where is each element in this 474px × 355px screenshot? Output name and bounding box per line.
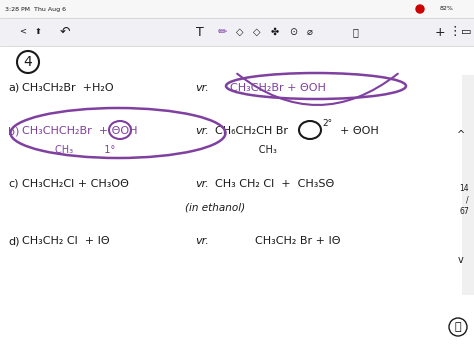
Text: CH₃CH₂ Br + IΘ: CH₃CH₂ Br + IΘ (255, 236, 340, 246)
Text: ⊙: ⊙ (289, 27, 297, 37)
Text: ⌀: ⌀ (307, 27, 313, 37)
Text: +: + (435, 26, 445, 38)
Text: CH₃CH₂Br  +H₂O: CH₃CH₂Br +H₂O (22, 83, 114, 93)
Text: + ΘOH: + ΘOH (340, 126, 379, 136)
Text: ^: ^ (457, 130, 465, 140)
Text: 4: 4 (24, 55, 32, 69)
Bar (0, 18, 474, 46)
Text: ↶: ↶ (60, 26, 70, 38)
Text: vr.: vr. (195, 83, 209, 93)
Bar (0, 0, 474, 18)
Text: vr.: vr. (195, 236, 209, 246)
Text: 3:28 PM  Thu Aug 6: 3:28 PM Thu Aug 6 (5, 6, 66, 11)
Text: CH₆CH₂CH Br: CH₆CH₂CH Br (215, 126, 288, 136)
Text: T: T (196, 26, 204, 38)
Text: ✏: ✏ (217, 27, 227, 37)
Text: CH₃CH₂Br + ΘOH: CH₃CH₂Br + ΘOH (230, 83, 326, 93)
Text: ⋮: ⋮ (449, 26, 461, 38)
Text: vr.: vr. (195, 126, 209, 136)
Text: vr.: vr. (195, 179, 209, 189)
Bar (462, 75, 474, 295)
Text: CH₃CH₂ Cl  + IΘ: CH₃CH₂ Cl + IΘ (22, 236, 109, 246)
Text: CH₃CHCH₂Br  + ΘOH: CH₃CHCH₂Br + ΘOH (22, 126, 137, 136)
Text: a): a) (8, 83, 19, 93)
Text: CH₃CH₂Cl + CH₃OΘ: CH₃CH₂Cl + CH₃OΘ (22, 179, 129, 189)
Text: b): b) (8, 126, 19, 136)
Text: v: v (458, 255, 464, 265)
Text: 🔍: 🔍 (455, 322, 461, 332)
Text: 2°: 2° (322, 119, 332, 127)
Circle shape (416, 5, 424, 13)
Text: c): c) (8, 179, 18, 189)
Text: (in ethanol): (in ethanol) (185, 202, 245, 212)
Text: ✤: ✤ (271, 27, 279, 37)
Text: ◇: ◇ (236, 27, 244, 37)
Text: 82%: 82% (440, 6, 454, 11)
Text: ◇: ◇ (253, 27, 261, 37)
Text: 🎤: 🎤 (352, 27, 358, 37)
Text: CH₃          1°: CH₃ 1° (55, 145, 115, 155)
Text: 14
/
67: 14 / 67 (459, 184, 469, 215)
Text: CH₃ CH₂ Cl  +  CH₃SΘ: CH₃ CH₂ Cl + CH₃SΘ (215, 179, 334, 189)
Text: CH₃: CH₃ (215, 145, 277, 155)
Text: <   ⬆: < ⬆ (20, 27, 42, 37)
Text: d): d) (8, 236, 19, 246)
Text: ▭: ▭ (461, 27, 471, 37)
